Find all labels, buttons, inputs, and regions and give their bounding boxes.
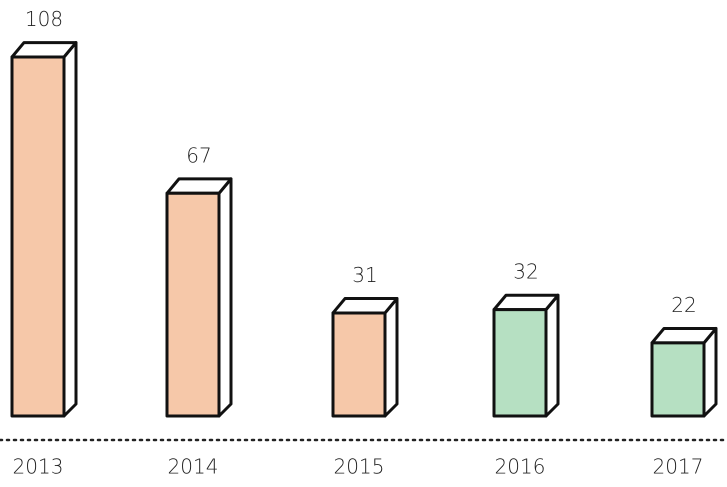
bar [165, 191, 221, 418]
bar-top [10, 41, 78, 59]
bar-side [217, 177, 233, 418]
bar [492, 308, 548, 418]
x-tick-label: 2016 [495, 455, 546, 479]
bar-top [165, 177, 233, 195]
bar [331, 311, 387, 418]
value-label: 67 [186, 143, 211, 167]
value-label: 31 [352, 263, 377, 287]
x-tick-label: 2015 [334, 455, 385, 479]
bar-side [544, 293, 560, 418]
x-tick-label: 2017 [653, 455, 704, 479]
bar [10, 55, 66, 418]
bar-top [492, 293, 560, 312]
x-tick-label: 2013 [13, 455, 64, 479]
value-label: 32 [513, 260, 538, 284]
value-label: 108 [25, 7, 63, 31]
bar-side [383, 297, 399, 418]
bar [650, 341, 706, 418]
bar-top [650, 326, 718, 345]
x-tick-label: 2014 [168, 455, 219, 479]
value-label: 22 [671, 293, 696, 317]
bar-top [331, 297, 399, 315]
bar-side [62, 41, 78, 418]
